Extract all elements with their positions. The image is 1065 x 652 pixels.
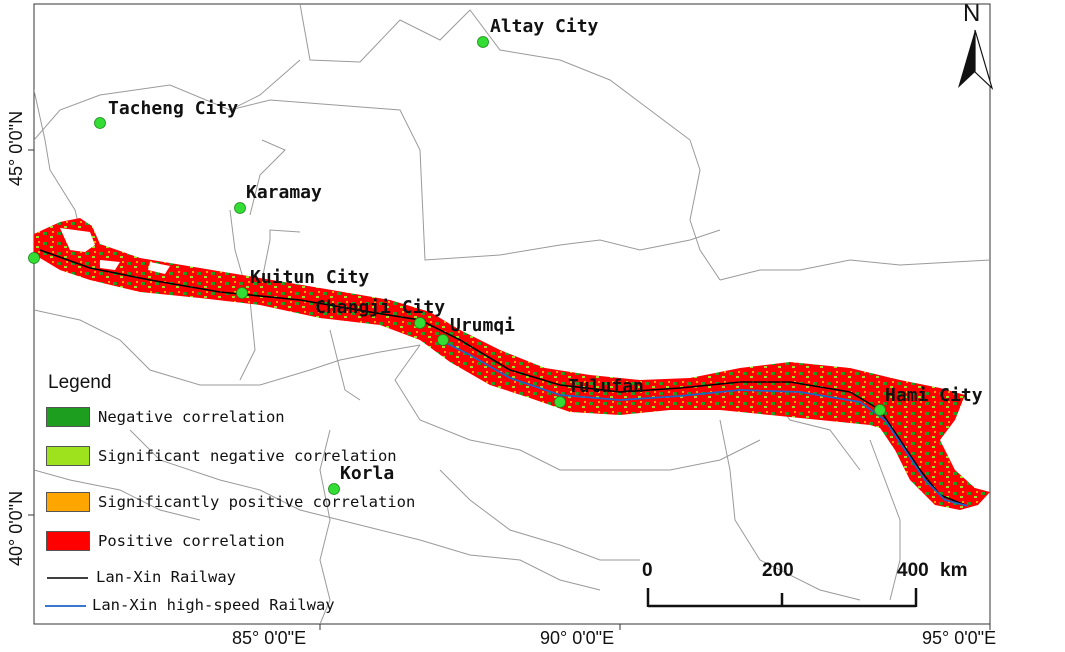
city-marker — [236, 287, 248, 299]
lan-xin-high-speed-railway — [439, 339, 969, 507]
graticule-ticks — [28, 149, 991, 630]
city-label-hami: Hami City — [885, 385, 983, 406]
scale-bar — [646, 588, 918, 608]
city-marker — [234, 202, 246, 214]
legend-label: Positive correlation — [98, 532, 285, 550]
scale-tick-400: 400 — [897, 560, 929, 581]
legend-item-negative: Negative correlation — [46, 406, 285, 428]
city-label-korla: Korla — [340, 463, 395, 484]
lat-label-40: 40° 0'0"N — [6, 490, 26, 566]
north-label: N — [963, 0, 981, 27]
lan-xin-railway — [39, 249, 966, 506]
city-marker — [28, 252, 40, 264]
city-label-tulufan: Tulufan — [568, 376, 644, 397]
legend-swatch — [46, 407, 90, 427]
legend-item-sig-positive: Significantly positive correlation — [46, 491, 415, 513]
city-label-tacheng: Tacheng City — [108, 98, 239, 119]
lon-label-95: 95° 0'0"E — [922, 628, 997, 648]
north-arrow-icon — [958, 29, 994, 90]
scale-tick-0: 0 — [642, 560, 653, 581]
city-marker — [414, 317, 426, 329]
legend-label-railway: Lan-Xin Railway — [96, 568, 236, 586]
city-marker — [94, 117, 106, 129]
legend-label: Significantly positive correlation — [98, 493, 416, 511]
city-label-altay: Altay City — [490, 16, 599, 37]
city-marker — [874, 404, 886, 416]
legend-item-positive: Positive correlation — [46, 530, 285, 552]
city-label-changji: Changji City — [315, 297, 446, 318]
legend-item-sig-negative: Significant negative correlation — [46, 445, 397, 467]
legend-label: Significant negative correlation — [98, 447, 397, 465]
admin-borders — [34, 4, 990, 624]
city-marker — [328, 483, 340, 495]
city-label-karamay: Karamay — [246, 182, 322, 203]
lon-label-85: 85° 0'0"E — [232, 628, 307, 648]
correlation-corridor — [34, 218, 990, 510]
city-marker — [437, 334, 449, 346]
legend-label-hsr: Lan-Xin high-speed Railway — [92, 596, 335, 614]
map-frame — [33, 3, 991, 625]
legend-swatch — [46, 531, 90, 551]
legend-label: Negative correlation — [98, 408, 285, 426]
scale-unit: km — [940, 560, 968, 581]
city-marker — [477, 36, 489, 48]
legend-swatch — [46, 492, 90, 512]
lat-label-45: 45° 0'0"N — [6, 110, 26, 186]
legend-swatch — [46, 446, 90, 466]
city-marker — [554, 396, 566, 408]
city-markers — [28, 36, 886, 495]
legend-title: Legend — [48, 372, 112, 393]
lon-label-90: 90° 0'0"E — [540, 628, 615, 648]
city-label-urumqi: Urumqi — [450, 315, 516, 336]
scale-tick-200: 200 — [762, 560, 794, 581]
city-label-kuitun: Kuitun City — [250, 267, 370, 288]
